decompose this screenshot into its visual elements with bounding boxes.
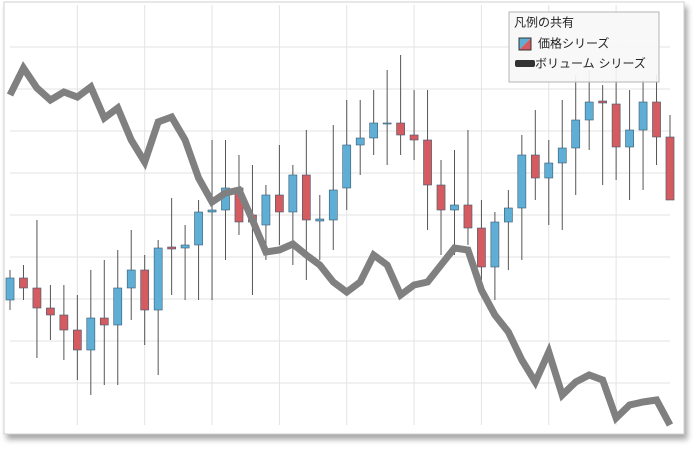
candle-body: [5, 277, 15, 301]
candle-body: [194, 211, 203, 246]
candle-body: [504, 207, 513, 223]
candle-body: [477, 227, 486, 268]
candle-body: [167, 246, 176, 250]
candle-body: [436, 184, 446, 211]
candle-body: [126, 269, 136, 289]
candle-body: [99, 317, 109, 326]
candle-body: [463, 204, 473, 229]
candle-body: [275, 194, 284, 213]
candle-body: [73, 329, 82, 351]
candle-body: [301, 174, 311, 221]
candle-body: [396, 122, 405, 136]
candle-body: [288, 174, 298, 213]
legend-swatch: [519, 38, 531, 50]
candle-body: [113, 287, 123, 326]
candle-body: [261, 194, 271, 226]
candle-body: [530, 154, 540, 179]
candle-body: [153, 247, 163, 311]
legend-label: ボリューム シリーズ: [535, 56, 646, 71]
candle-body: [369, 122, 379, 139]
candle-body: [450, 204, 459, 211]
candle-body: [315, 218, 325, 222]
candle-body: [32, 287, 42, 309]
candle-body: [423, 139, 432, 186]
candle-body: [517, 154, 527, 209]
candle-body: [328, 189, 338, 221]
candle-body: [625, 129, 634, 148]
volume-line: [6, 61, 674, 427]
candle-body: [59, 314, 69, 331]
candle-body: [598, 100, 607, 104]
candle-body: [571, 119, 581, 149]
legend-title: 凡例の共有: [514, 16, 574, 30]
candle-body: [140, 269, 150, 311]
candle-body: [342, 144, 352, 189]
candle-body: [86, 317, 96, 351]
candle-body: [355, 137, 365, 146]
candle-body: [19, 277, 28, 289]
candle-body: [207, 209, 217, 213]
candle-body: [584, 101, 594, 121]
legend-label: 価格シリーズ: [538, 36, 609, 51]
candle-body: [544, 162, 554, 179]
candle-body: [490, 221, 500, 268]
candle-body: [611, 103, 621, 148]
candle-body: [46, 307, 55, 316]
candle-body: [652, 101, 661, 138]
legend-box: [508, 11, 660, 83]
candle-body: [382, 122, 392, 125]
legend-swatch-border: [518, 37, 532, 51]
candle-body: [180, 244, 190, 249]
legend-swatch: [515, 60, 535, 67]
candle-body: [665, 136, 675, 201]
plot-area: [5, 55, 675, 427]
candle-body: [409, 134, 419, 141]
candle-body: [557, 147, 567, 164]
candle-body: [638, 101, 648, 131]
